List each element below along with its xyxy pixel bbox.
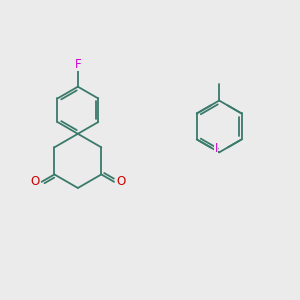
- Text: I: I: [214, 142, 218, 155]
- Text: O: O: [116, 175, 125, 188]
- Text: O: O: [31, 175, 40, 188]
- Text: F: F: [74, 58, 81, 70]
